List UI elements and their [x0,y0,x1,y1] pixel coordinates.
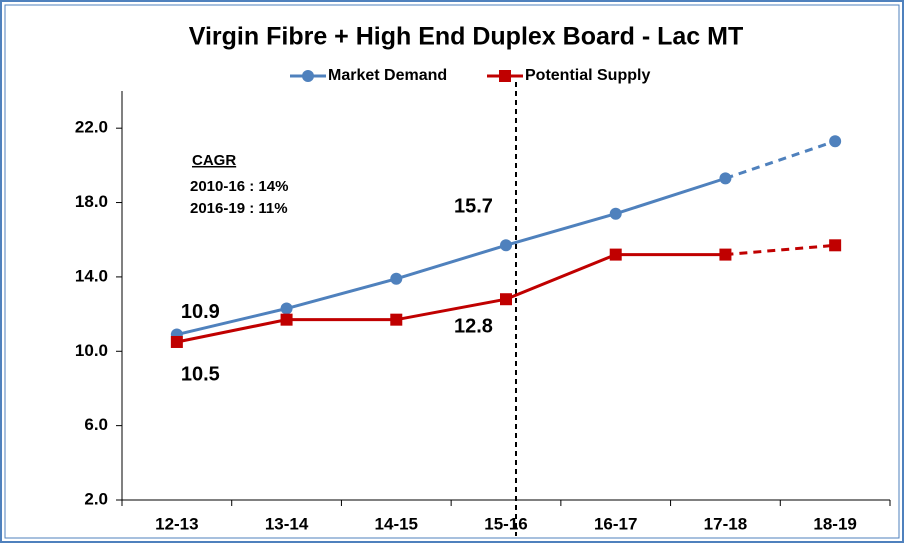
y-tick-label: 10.0 [75,341,108,360]
data-label: 10.5 [181,363,220,385]
y-tick-label: 18.0 [75,192,108,211]
x-tick-label: 12-13 [155,514,198,533]
x-tick-label: 13-14 [265,514,309,533]
legend-marker [302,70,314,82]
y-tick-label: 22.0 [75,118,108,137]
legend-label: Market Demand [328,67,447,84]
y-tick-label: 14.0 [75,266,108,285]
marker [829,239,842,252]
x-tick-label: 18-19 [813,514,856,533]
x-tick-label: 15-16 [484,514,527,533]
marker [609,248,622,261]
marker [170,335,183,348]
legend-label: Potential Supply [525,67,650,84]
marker [609,207,622,220]
x-tick-label: 14-15 [375,514,418,533]
data-label: 12.8 [454,315,493,337]
inner-frame [4,4,900,539]
chart-title: Virgin Fibre + High End Duplex Board - L… [189,23,743,51]
marker [719,248,732,261]
series-line [176,176,726,337]
annotation: 2016-19 : 11% [190,200,288,217]
marker [280,313,293,326]
data-label: 15.7 [454,196,493,218]
y-tick-label: 2.0 [84,489,108,508]
marker [719,172,732,185]
annotation: 2010-16 : 14% [190,178,288,195]
y-tick-label: 6.0 [84,415,108,434]
data-label: 10.9 [181,301,220,323]
marker [390,313,403,326]
marker [500,239,512,252]
marker [280,302,293,315]
annotation: CAGR [192,152,236,169]
series-line [176,253,726,344]
x-tick-label: 16-17 [594,514,637,533]
marker [390,272,403,285]
series-line-projection [724,139,836,180]
legend-marker [499,70,511,82]
x-tick-label: 17-18 [704,514,747,533]
marker [829,135,842,148]
series-line-projection [725,243,836,257]
marker [500,293,512,306]
